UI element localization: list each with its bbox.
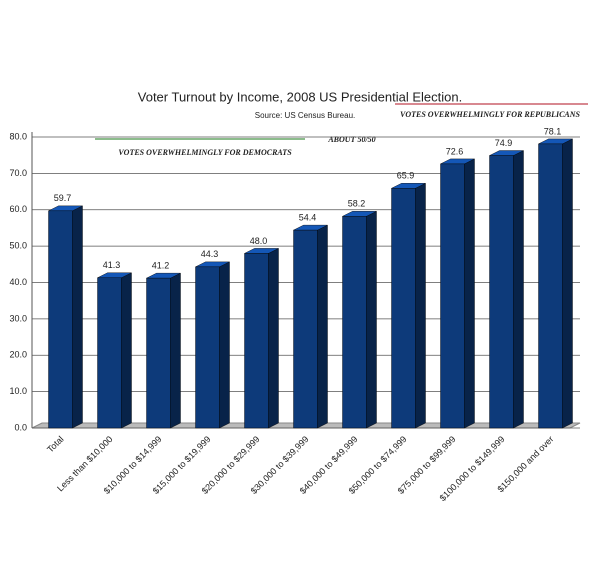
bar-side xyxy=(464,158,475,429)
annotation: VOTES OVERWHELMINGLY FOR REPUBLICANS xyxy=(400,110,581,119)
bar xyxy=(146,277,171,429)
y-tick-label: 40.0 xyxy=(9,277,27,287)
bar-side xyxy=(170,272,181,429)
bar xyxy=(97,277,122,429)
bar xyxy=(391,188,416,429)
value-label: 78.1 xyxy=(544,126,562,136)
annotation: VOTES OVERWHELMINGLY FOR DEMOCRATS xyxy=(118,148,292,157)
bar-side xyxy=(72,205,83,429)
value-label: 59.7 xyxy=(54,193,72,203)
x-tick-label: Total xyxy=(45,434,66,455)
y-tick-label: 70.0 xyxy=(9,168,27,178)
bar-side xyxy=(562,138,573,429)
bar-side xyxy=(317,224,328,429)
bar-side xyxy=(219,261,230,429)
value-label: 65.9 xyxy=(397,171,415,181)
value-label: 74.9 xyxy=(495,138,513,148)
y-tick-label: 50.0 xyxy=(9,241,27,251)
bar xyxy=(244,253,269,429)
bar-side xyxy=(415,182,426,429)
bar xyxy=(489,155,514,429)
bar xyxy=(195,266,220,429)
bar-side xyxy=(121,272,132,429)
bar xyxy=(342,216,367,429)
y-tick-label: 80.0 xyxy=(9,131,27,141)
value-label: 48.0 xyxy=(250,236,268,246)
bar-side xyxy=(513,150,524,429)
bar-side xyxy=(366,210,377,429)
annotation: ABOUT 50/50 xyxy=(327,135,375,144)
y-tick-label: 30.0 xyxy=(9,313,27,323)
value-label: 58.2 xyxy=(348,199,366,209)
value-label: 44.3 xyxy=(201,249,219,259)
y-tick-label: 60.0 xyxy=(9,204,27,214)
bar xyxy=(48,210,73,429)
bar xyxy=(293,229,318,429)
chart-subtitle: Source: US Census Bureau. xyxy=(255,111,356,120)
y-tick-label: 0.0 xyxy=(14,422,27,432)
bar-side xyxy=(268,248,279,429)
y-tick-label: 20.0 xyxy=(9,350,27,360)
value-label: 54.4 xyxy=(299,212,317,222)
value-label: 72.6 xyxy=(446,146,464,156)
bar xyxy=(538,143,563,429)
value-label: 41.2 xyxy=(152,261,170,271)
value-label: 41.3 xyxy=(103,260,121,270)
bar xyxy=(440,163,465,429)
y-tick-label: 10.0 xyxy=(9,386,27,396)
chart-title: Voter Turnout by Income, 2008 US Preside… xyxy=(138,89,462,104)
